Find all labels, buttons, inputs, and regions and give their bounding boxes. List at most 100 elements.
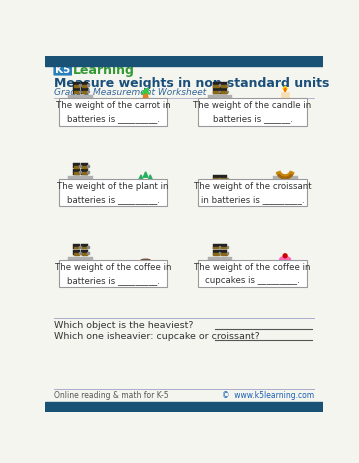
FancyBboxPatch shape — [198, 98, 307, 125]
Bar — [82, 91, 87, 93]
Polygon shape — [148, 175, 153, 180]
Polygon shape — [143, 172, 148, 177]
Circle shape — [250, 265, 255, 269]
Bar — [87, 171, 89, 173]
Bar — [220, 250, 227, 256]
Text: batteries is _________.: batteries is _________. — [66, 276, 159, 285]
Bar — [68, 95, 93, 98]
FancyBboxPatch shape — [59, 98, 167, 125]
Bar — [227, 246, 228, 248]
Bar — [73, 244, 80, 249]
Bar — [68, 257, 93, 260]
Bar — [45, 402, 323, 412]
Text: K5: K5 — [55, 65, 70, 75]
Bar — [219, 91, 220, 92]
Bar — [220, 88, 227, 94]
Bar — [82, 172, 87, 174]
Bar — [221, 91, 227, 93]
Bar — [140, 260, 151, 269]
Bar — [273, 107, 298, 110]
Bar — [133, 107, 158, 110]
Bar — [68, 175, 93, 179]
Text: cupcakes is _________.: cupcakes is _________. — [205, 276, 300, 285]
Bar — [227, 91, 228, 92]
Bar — [82, 166, 87, 168]
FancyBboxPatch shape — [198, 179, 307, 206]
Bar — [219, 84, 220, 86]
Text: Which object is the heaviest?: Which object is the heaviest? — [54, 321, 194, 330]
Bar — [74, 247, 79, 249]
Text: Grade 2 Measurement Worksheet: Grade 2 Measurement Worksheet — [54, 88, 206, 97]
Circle shape — [111, 103, 115, 108]
Bar — [227, 178, 228, 179]
Bar — [214, 91, 219, 93]
Bar — [227, 252, 228, 254]
Bar — [214, 185, 219, 186]
Bar — [82, 253, 87, 255]
Text: The weight of the plant in: The weight of the plant in — [57, 182, 169, 191]
Ellipse shape — [139, 267, 153, 270]
Text: batteries is _________.: batteries is _________. — [66, 114, 159, 123]
Text: The weight of the coffee in: The weight of the coffee in — [194, 263, 311, 272]
Bar — [79, 171, 81, 173]
Polygon shape — [142, 93, 149, 107]
Ellipse shape — [280, 257, 290, 263]
Bar — [281, 92, 289, 107]
Bar — [79, 84, 81, 86]
Bar — [219, 184, 220, 185]
Bar — [133, 269, 158, 272]
Text: Learning: Learning — [73, 64, 135, 77]
FancyBboxPatch shape — [198, 260, 307, 288]
Text: Online reading & math for K-5: Online reading & math for K-5 — [54, 391, 169, 400]
Bar — [73, 88, 80, 94]
Bar — [273, 269, 298, 272]
Bar — [74, 166, 79, 168]
Bar — [213, 82, 220, 88]
Circle shape — [283, 254, 287, 258]
Polygon shape — [284, 88, 286, 92]
Bar — [81, 244, 88, 249]
Bar — [214, 247, 219, 249]
Bar — [220, 82, 227, 88]
Bar — [213, 250, 220, 256]
Circle shape — [111, 184, 115, 189]
Bar — [208, 95, 232, 98]
Bar — [214, 253, 219, 255]
Bar — [213, 244, 220, 249]
Bar — [227, 184, 228, 185]
Bar — [219, 252, 220, 254]
Bar — [141, 180, 150, 188]
Polygon shape — [105, 266, 121, 281]
Bar — [213, 181, 220, 187]
FancyBboxPatch shape — [53, 65, 72, 75]
Text: batteries is _________.: batteries is _________. — [66, 195, 159, 204]
Bar — [74, 85, 79, 87]
Bar — [214, 178, 219, 180]
Bar — [73, 82, 80, 88]
Bar — [221, 247, 227, 249]
Bar — [87, 84, 89, 86]
Polygon shape — [245, 266, 260, 281]
Text: Which one isheavier: cupcake or croissant?: Which one isheavier: cupcake or croissan… — [54, 332, 260, 341]
Bar — [221, 85, 227, 87]
FancyBboxPatch shape — [59, 179, 167, 206]
Bar — [87, 91, 89, 92]
Bar — [45, 56, 323, 66]
Bar — [87, 252, 89, 254]
Bar — [79, 252, 81, 254]
Text: The weight of the carrot in: The weight of the carrot in — [56, 101, 171, 110]
Bar — [220, 175, 227, 181]
Bar — [82, 85, 87, 87]
FancyBboxPatch shape — [59, 260, 167, 288]
Bar — [227, 84, 228, 86]
Bar — [214, 85, 219, 87]
Circle shape — [111, 265, 115, 269]
Bar — [133, 188, 158, 191]
Bar — [81, 163, 88, 169]
Bar — [79, 91, 81, 92]
Polygon shape — [245, 104, 260, 119]
Bar — [273, 175, 298, 179]
Polygon shape — [105, 185, 121, 200]
Bar — [81, 250, 88, 256]
Polygon shape — [139, 175, 143, 180]
